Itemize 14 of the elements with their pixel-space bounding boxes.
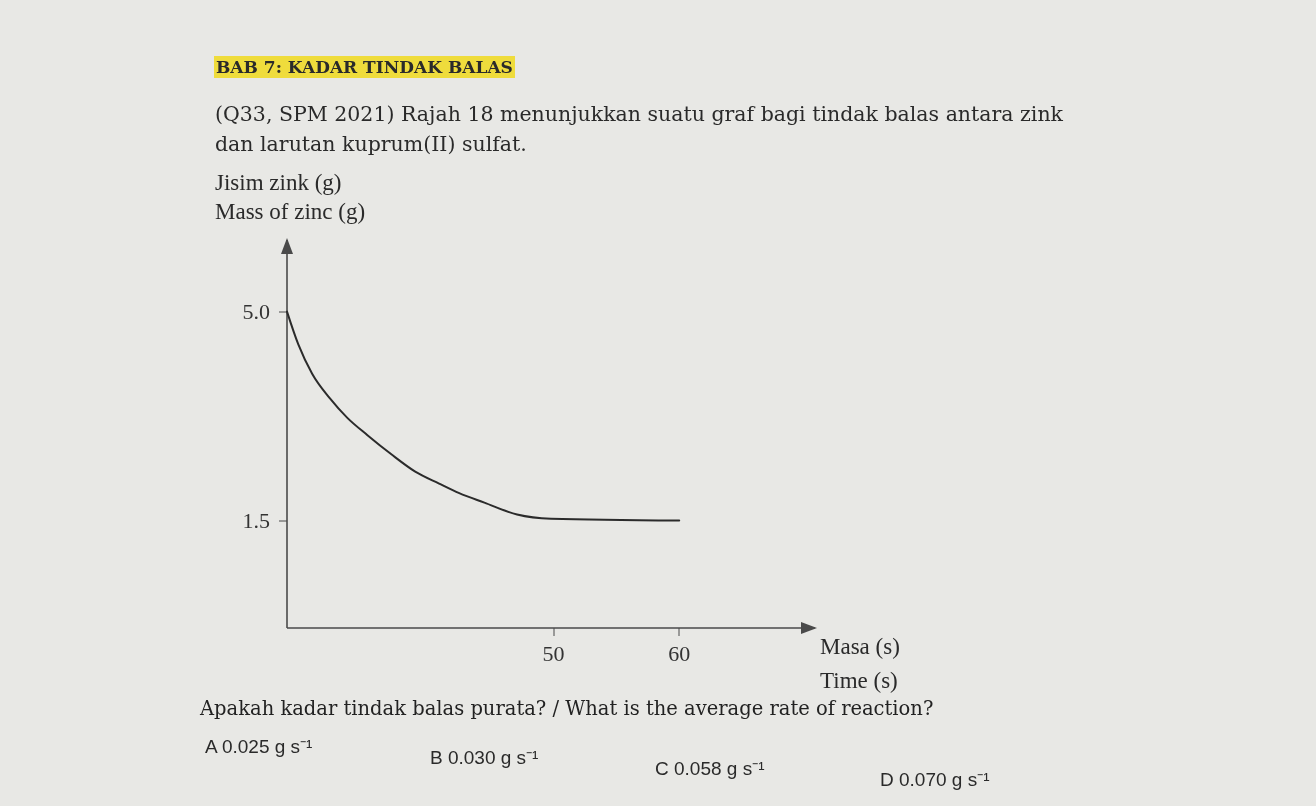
text: B 0.030 g s⁻¹ bbox=[430, 746, 540, 770]
chart-title: BAB 7: KADAR TINDAK BALAS bbox=[214, 56, 515, 78]
x-axis-title: Masa (s) Time (s) bbox=[820, 634, 900, 693]
text: A 0.025 g s⁻¹ bbox=[205, 735, 314, 759]
text: C 0.058 g s⁻¹ bbox=[655, 757, 766, 781]
y-axis-title: Jisim zink (g) Mass of zinc (g) bbox=[215, 170, 366, 224]
y-tick-label: 1.5 bbox=[242, 507, 270, 533]
text: D 0.070 g s⁻¹ bbox=[880, 768, 991, 792]
text: Apakah kadar tindak balas purata? / What is the average rate of reaction? bbox=[200, 697, 934, 720]
line-series bbox=[286, 310, 681, 522]
y-tick-label: 5.0 bbox=[242, 298, 270, 324]
chart-subtitle: (Q33, SPM 2021) Rajah 18 menunjukkan suatu graf bagi tindak balas antara zink dan larutan kuprum(II) sulfat. bbox=[215, 101, 1065, 158]
x-tick-label: 50 bbox=[542, 641, 565, 666]
x-tick-label: 60 bbox=[668, 641, 691, 666]
